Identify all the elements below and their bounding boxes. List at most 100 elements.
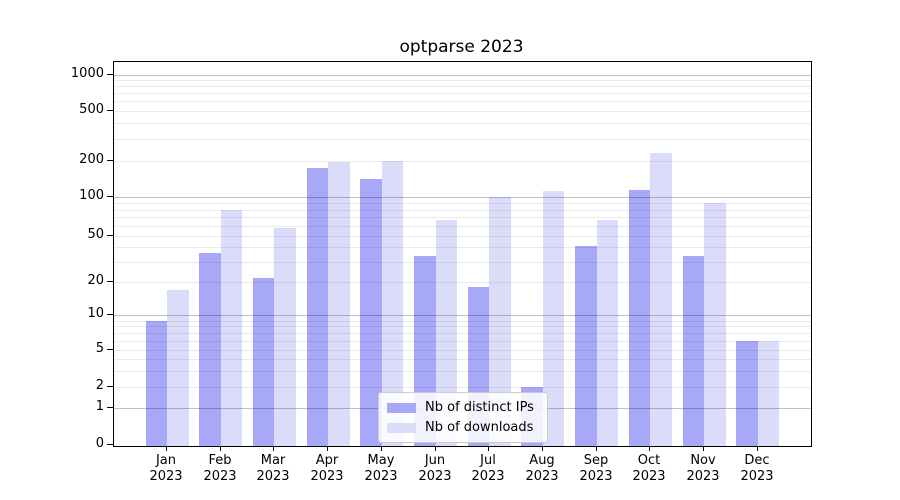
bar-downloads-jul: [489, 197, 511, 446]
y-tick-label-1: 1: [95, 399, 104, 414]
legend-label-distinct-ips: Nb of distinct IPs: [425, 400, 534, 415]
x-tick-mark-jan: [166, 446, 167, 451]
x-tick-mark-dec: [757, 446, 758, 451]
x-tick-mark-jun: [435, 446, 436, 451]
y-tick-label-50: 50: [87, 227, 104, 242]
plot-area: Nb of distinct IPs Nb of downloads: [113, 61, 812, 447]
x-tick-mark-jul: [488, 446, 489, 451]
bar-distinct-ips-feb: [199, 252, 221, 446]
bar-downloads-jun: [435, 219, 457, 446]
gridline-8: [114, 326, 811, 327]
gridline-800: [114, 86, 811, 87]
gridline-200: [114, 161, 811, 162]
gridline-2: [114, 387, 811, 388]
bar-downloads-feb: [220, 210, 243, 446]
x-tick-mark-sep: [596, 446, 597, 451]
bar-downloads-jan: [167, 290, 189, 446]
gridline-1000: [114, 75, 811, 76]
gridline-20: [114, 282, 811, 283]
bar-downloads-nov: [704, 202, 726, 446]
bar-distinct-ips-sep: [575, 246, 597, 446]
x-tick-mark-mar: [273, 446, 274, 451]
gridline-70: [114, 217, 811, 218]
y-tick-mark-500: [107, 110, 113, 111]
gridline-500: [114, 111, 811, 112]
x-tick-mark-nov: [703, 446, 704, 451]
bar-downloads-sep: [596, 219, 619, 446]
gridline-300: [114, 139, 811, 140]
y-tick-mark-50: [107, 235, 113, 236]
legend-item-downloads: Nb of downloads: [387, 420, 539, 435]
gridline-3: [114, 371, 811, 372]
y-tick-label-500: 500: [79, 102, 104, 117]
legend-swatch-downloads: [387, 422, 416, 433]
x-tick-label-mar: Mar 2023: [256, 453, 290, 484]
gridline-6: [114, 341, 811, 342]
legend-swatch-distinct-ips: [387, 402, 416, 413]
gridline-10: [114, 315, 811, 316]
x-tick-label-aug: Aug 2023: [525, 453, 559, 484]
gridline-4: [114, 359, 811, 360]
y-tick-mark-100: [107, 196, 113, 197]
legend: Nb of distinct IPs Nb of downloads: [378, 392, 548, 443]
x-tick-label-nov: Nov 2023: [686, 453, 720, 484]
gridline-90: [114, 203, 811, 204]
x-tick-mark-may: [381, 446, 382, 451]
gridline-400: [114, 123, 811, 124]
bar-distinct-ips-may: [360, 179, 382, 446]
x-tick-label-feb: Feb 2023: [203, 453, 237, 484]
bar-downloads-apr: [328, 161, 350, 446]
x-tick-mark-aug: [542, 446, 543, 451]
x-tick-label-jun: Jun 2023: [418, 453, 452, 484]
bar-downloads-mar: [274, 227, 296, 446]
y-tick-mark-0: [107, 444, 113, 445]
y-tick-label-100: 100: [79, 188, 104, 203]
x-tick-mark-feb: [220, 446, 221, 451]
gridline-600: [114, 101, 811, 102]
y-tick-mark-10: [107, 314, 113, 315]
y-tick-mark-1000: [107, 74, 113, 75]
y-tick-mark-2: [107, 386, 113, 387]
y-tick-label-20: 20: [87, 273, 104, 288]
y-tick-label-200: 200: [79, 152, 104, 167]
bar-distinct-ips-oct: [628, 190, 651, 446]
x-tick-mark-apr: [327, 446, 328, 451]
gridline-700: [114, 93, 811, 94]
x-tick-label-sep: Sep 2023: [579, 453, 613, 484]
bar-distinct-ips-nov: [682, 255, 704, 446]
bar-distinct-ips-dec: [736, 340, 758, 446]
gridline-5: [114, 350, 811, 351]
bar-downloads-aug: [542, 191, 565, 446]
y-tick-mark-1: [107, 407, 113, 408]
x-tick-label-jan: Jan 2023: [149, 453, 183, 484]
x-tick-label-may: May 2023: [364, 453, 398, 484]
bar-downloads-dec: [757, 340, 780, 446]
y-tick-mark-200: [107, 160, 113, 161]
x-tick-label-dec: Dec 2023: [740, 453, 774, 484]
bar-distinct-ips-apr: [306, 168, 329, 446]
x-tick-label-jul: Jul 2023: [471, 453, 505, 484]
legend-item-distinct-ips: Nb of distinct IPs: [387, 400, 539, 415]
gridline-40: [114, 247, 811, 248]
y-tick-mark-20: [107, 281, 113, 282]
y-tick-label-1000: 1000: [70, 66, 104, 81]
gridline-7: [114, 333, 811, 334]
gridline-60: [114, 226, 811, 227]
gridline-100: [114, 197, 811, 198]
gridline-80: [114, 210, 811, 211]
x-tick-mark-oct: [649, 446, 650, 451]
bar-downloads-oct: [650, 152, 672, 446]
y-tick-label-2: 2: [95, 378, 104, 393]
y-tick-label-5: 5: [95, 341, 104, 356]
gridline-30: [114, 262, 811, 263]
gridline-900: [114, 80, 811, 81]
bar-distinct-ips-jan: [145, 320, 167, 446]
chart-title: optparse 2023: [399, 37, 524, 57]
y-tick-label-10: 10: [87, 306, 104, 321]
gridline-50: [114, 236, 811, 237]
legend-label-downloads: Nb of downloads: [425, 420, 534, 435]
x-tick-label-apr: Apr 2023: [310, 453, 344, 484]
bar-downloads-may: [381, 160, 404, 446]
y-tick-label-0: 0: [95, 436, 104, 451]
